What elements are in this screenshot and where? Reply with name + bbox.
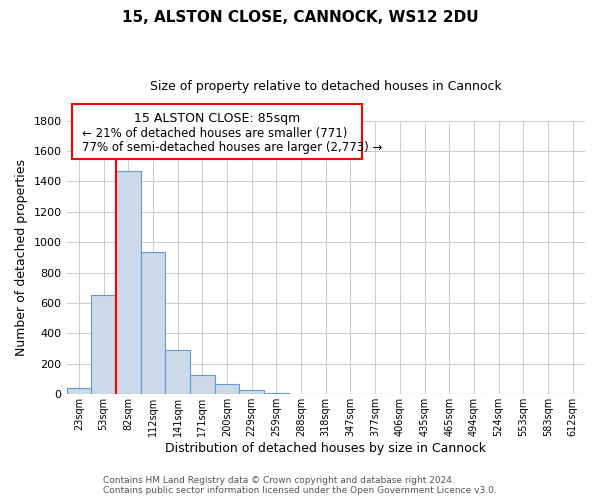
X-axis label: Distribution of detached houses by size in Cannock: Distribution of detached houses by size …	[165, 442, 486, 455]
Bar	[165, 350, 190, 395]
Text: 15 ALSTON CLOSE: 85sqm: 15 ALSTON CLOSE: 85sqm	[134, 112, 300, 126]
FancyBboxPatch shape	[72, 104, 362, 159]
Bar	[140, 252, 165, 394]
Bar	[264, 393, 289, 394]
Bar	[215, 384, 239, 394]
Text: 15, ALSTON CLOSE, CANNOCK, WS12 2DU: 15, ALSTON CLOSE, CANNOCK, WS12 2DU	[122, 10, 478, 25]
Bar	[190, 374, 215, 394]
Bar	[116, 170, 140, 394]
Text: 77% of semi-detached houses are larger (2,773) →: 77% of semi-detached houses are larger (…	[82, 141, 382, 154]
Title: Size of property relative to detached houses in Cannock: Size of property relative to detached ho…	[150, 80, 502, 93]
Bar	[67, 388, 91, 394]
Text: Contains HM Land Registry data © Crown copyright and database right 2024.
Contai: Contains HM Land Registry data © Crown c…	[103, 476, 497, 495]
Text: ← 21% of detached houses are smaller (771): ← 21% of detached houses are smaller (77…	[82, 128, 347, 140]
Y-axis label: Number of detached properties: Number of detached properties	[15, 159, 28, 356]
Bar	[239, 390, 264, 394]
Bar	[91, 296, 116, 394]
